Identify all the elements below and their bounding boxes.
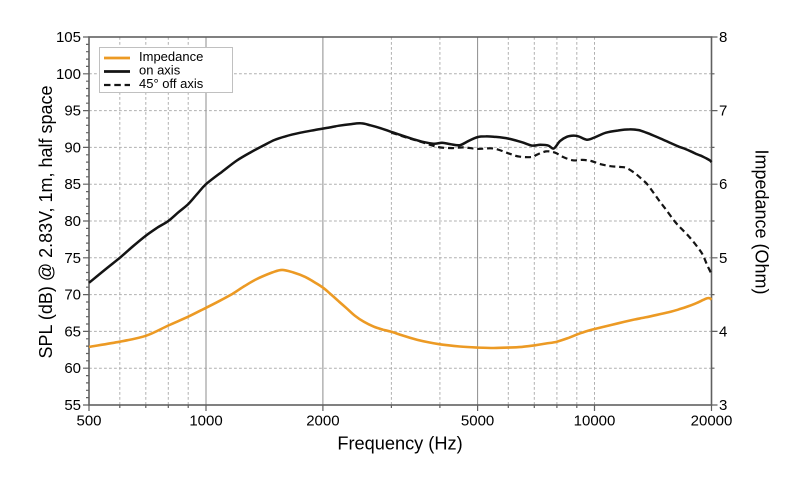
svg-text:500: 500 [76, 413, 101, 430]
svg-text:Impedance (Ohm): Impedance (Ohm) [752, 149, 772, 294]
svg-text:5000: 5000 [461, 413, 494, 430]
svg-text:Frequency (Hz): Frequency (Hz) [337, 433, 462, 453]
svg-text:2000: 2000 [306, 413, 339, 430]
svg-text:55: 55 [64, 397, 81, 414]
svg-text:1000: 1000 [189, 413, 222, 430]
svg-text:100: 100 [56, 66, 81, 83]
svg-text:Impedance: Impedance [139, 49, 203, 64]
svg-text:20000: 20000 [691, 413, 733, 430]
svg-text:6: 6 [719, 176, 727, 193]
svg-text:8: 8 [719, 29, 727, 46]
svg-text:60: 60 [64, 360, 81, 377]
svg-text:10000: 10000 [574, 413, 616, 430]
svg-text:SPL (dB) @ 2.83V, 1m, half spa: SPL (dB) @ 2.83V, 1m, half space [36, 85, 56, 358]
svg-text:80: 80 [64, 213, 81, 230]
svg-text:4: 4 [719, 323, 727, 340]
svg-text:45° off axis: 45° off axis [139, 76, 204, 91]
svg-text:70: 70 [64, 287, 81, 304]
svg-text:90: 90 [64, 139, 81, 156]
svg-text:95: 95 [64, 103, 81, 120]
svg-text:65: 65 [64, 323, 81, 340]
svg-text:3: 3 [719, 397, 727, 414]
svg-text:7: 7 [719, 103, 727, 120]
svg-text:105: 105 [56, 29, 81, 46]
svg-text:85: 85 [64, 176, 81, 193]
svg-text:5: 5 [719, 250, 727, 267]
svg-text:on axis: on axis [139, 63, 181, 78]
svg-text:75: 75 [64, 250, 81, 267]
